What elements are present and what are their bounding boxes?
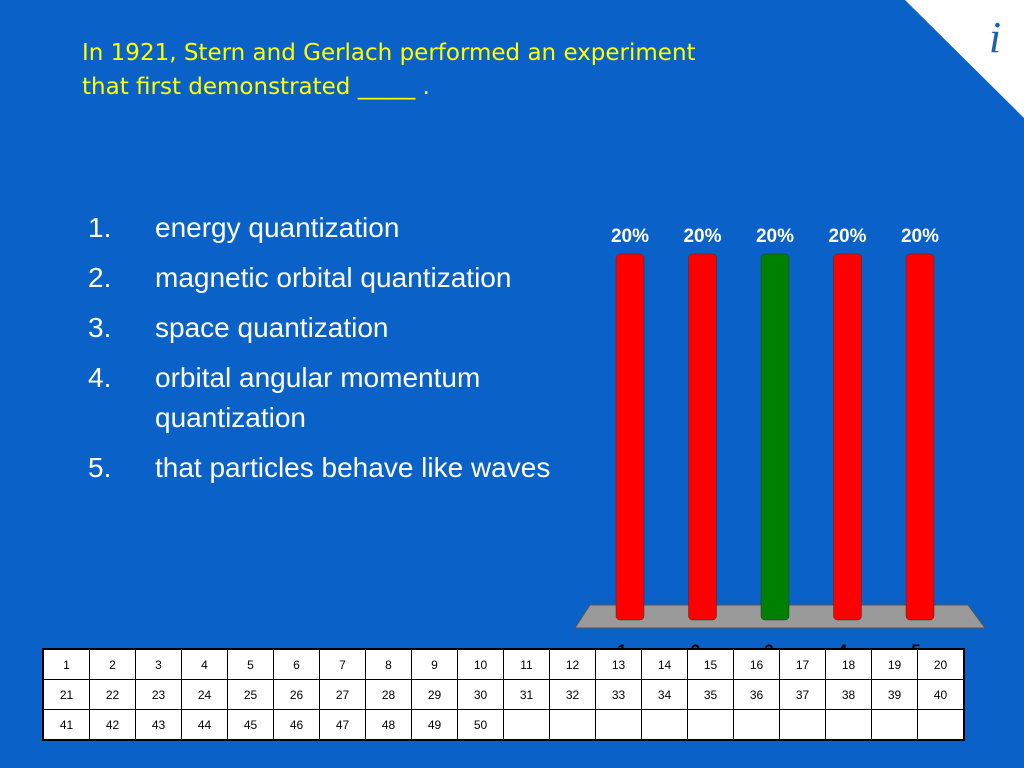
table-cell: 15 xyxy=(687,648,734,680)
value-label: 20% xyxy=(683,226,721,247)
table-cell: 27 xyxy=(319,679,366,710)
empty-cell xyxy=(779,709,826,741)
table-cell: 25 xyxy=(227,679,274,710)
table-cell: 2 xyxy=(89,648,136,680)
table-cell: 40 xyxy=(917,679,965,710)
empty-cell xyxy=(641,709,688,741)
option-number: 4. xyxy=(88,362,112,393)
option-number: 3. xyxy=(88,312,112,343)
option-text: magnetic orbital quantization xyxy=(155,262,512,293)
option: 4. orbital angular momentum quantization xyxy=(88,358,568,438)
table-cell: 26 xyxy=(273,679,320,710)
option-text: space quantization xyxy=(155,312,389,343)
empty-cell xyxy=(595,709,642,741)
option-number: 2. xyxy=(88,262,112,293)
table-cell: 49 xyxy=(411,709,458,741)
empty-cell xyxy=(825,709,872,741)
keypad-table: 1 2 3 4 5 6 7 8 9 10 11 12 13 14 15 16 17 18 19 20 21 22 23 24 2… xyxy=(42,648,965,741)
table-row: 1 2 3 4 5 6 7 8 9 10 11 12 13 14 15 16 17 18 19 20 xyxy=(42,648,965,680)
table-cell: 29 xyxy=(411,679,458,710)
table-cell: 33 xyxy=(595,679,642,710)
table-cell: 22 xyxy=(89,679,136,710)
table-cell: 32 xyxy=(549,679,596,710)
table-cell: 42 xyxy=(89,709,136,741)
option-text: orbital angular momentum quantization xyxy=(155,362,481,433)
table-cell: 10 xyxy=(457,648,504,680)
table-cell: 21 xyxy=(42,679,90,710)
corner xyxy=(905,0,1024,118)
table-cell: 39 xyxy=(871,679,918,710)
table-cell: 13 xyxy=(595,648,642,680)
table-cell: 24 xyxy=(181,679,228,710)
table-cell: 41 xyxy=(42,709,90,741)
options: 1. energy quantization 2. magnetic orbital … xyxy=(88,208,568,498)
empty-cell xyxy=(733,709,780,741)
bar xyxy=(905,253,935,621)
table-cell: 36 xyxy=(733,679,780,710)
logo: i xyxy=(989,13,1001,62)
option: 1. energy quantization xyxy=(88,208,568,248)
table-cell: 7 xyxy=(319,648,366,680)
option: 2. magnetic orbital quantization xyxy=(88,258,568,298)
option-number: 5. xyxy=(88,452,112,483)
empty-cell xyxy=(549,709,596,741)
table-cell: 9 xyxy=(411,648,458,680)
table-cell: 47 xyxy=(319,709,366,741)
table-cell: 43 xyxy=(135,709,182,741)
table-cell: 11 xyxy=(503,648,550,680)
table-row: 41 42 43 44 45 46 47 48 49 50 xyxy=(42,709,965,741)
table-cell: 18 xyxy=(825,648,872,680)
value-label: 20% xyxy=(611,226,649,247)
table-cell: 35 xyxy=(687,679,734,710)
table-cell: 4 xyxy=(181,648,228,680)
table-cell: 19 xyxy=(871,648,918,680)
table-cell: 23 xyxy=(135,679,182,710)
bar xyxy=(688,253,717,621)
empty-cell xyxy=(917,709,965,741)
empty-cell xyxy=(503,709,550,741)
table-cell: 30 xyxy=(457,679,504,710)
bar xyxy=(833,253,862,621)
table-cell: 16 xyxy=(733,648,780,680)
table-cell: 17 xyxy=(779,648,826,680)
option-text: that particles behave like waves xyxy=(155,452,551,483)
table-cell: 31 xyxy=(503,679,550,710)
option-number: 1. xyxy=(88,212,112,243)
table-cell: 37 xyxy=(779,679,826,710)
table-cell: 38 xyxy=(825,679,872,710)
value-label: 20% xyxy=(756,226,794,247)
table-cell: 48 xyxy=(365,709,412,741)
empty-cell xyxy=(871,709,918,741)
table-cell: 20 xyxy=(917,648,965,680)
value-label: 20% xyxy=(901,226,939,247)
value-label: 20% xyxy=(828,226,866,247)
table-cell: 28 xyxy=(365,679,412,710)
table-cell: 45 xyxy=(227,709,274,741)
table-cell: 44 xyxy=(181,709,228,741)
option: 5. that particles behave like waves xyxy=(88,448,568,488)
table-cell: 8 xyxy=(365,648,412,680)
table-cell: 12 xyxy=(549,648,596,680)
table-cell: 14 xyxy=(641,648,688,680)
bar xyxy=(615,253,645,621)
table-cell: 46 xyxy=(273,709,320,741)
empty-cell xyxy=(687,709,734,741)
table-cell: 3 xyxy=(135,648,182,680)
question: In 1921, Stern and Gerlach performed an … xyxy=(82,40,696,100)
table-cell: 1 xyxy=(42,648,90,680)
table-cell: 50 xyxy=(457,709,504,741)
option-text: energy quantization xyxy=(155,212,400,243)
bar xyxy=(760,253,790,621)
table-cell: 34 xyxy=(641,679,688,710)
option: 3. space quantization xyxy=(88,308,568,348)
table-row: 21 22 23 24 25 26 27 28 29 30 31 32 33 34 35 36 37 38 39 40 xyxy=(42,679,965,710)
table-cell: 6 xyxy=(273,648,320,680)
table-cell: 5 xyxy=(227,648,274,680)
